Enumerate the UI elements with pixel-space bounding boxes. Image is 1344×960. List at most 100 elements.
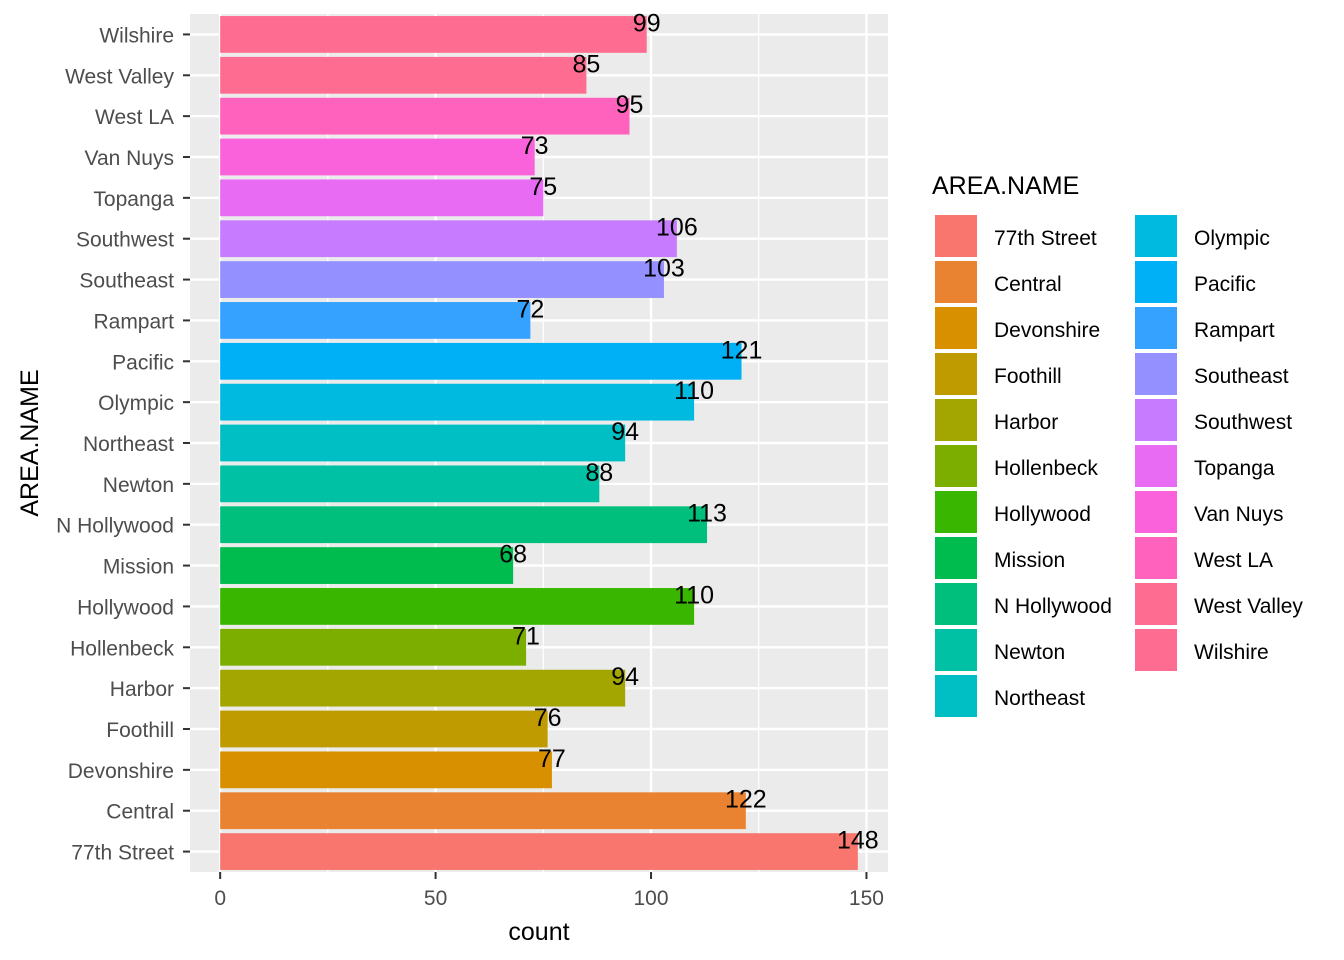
legend-item-label: Newton — [994, 641, 1065, 664]
bar — [220, 669, 626, 707]
bar-value-label: 75 — [529, 173, 557, 201]
legend-key-swatch — [1135, 583, 1177, 625]
y-tick-label: Newton — [103, 474, 174, 497]
bar-value-label: 95 — [616, 91, 644, 119]
bar-value-label: 103 — [643, 255, 685, 283]
legend-key-swatch — [935, 675, 977, 717]
y-tick-label: Van Nuys — [85, 147, 175, 170]
legend-key-swatch — [935, 353, 977, 395]
bar — [220, 751, 552, 789]
bar — [220, 56, 587, 94]
bar-value-labels: 1481227776947111068113889411012172103106… — [499, 9, 878, 854]
legend-key-swatch — [935, 629, 977, 671]
legend-item-label: Hollenbeck — [994, 457, 1098, 480]
legend-key-swatch — [935, 307, 977, 349]
legend-key-swatch — [935, 537, 977, 579]
legend-item-label: 77th Street — [994, 227, 1097, 250]
bar — [220, 261, 664, 298]
legend-item-label: Rampart — [1194, 319, 1275, 342]
legend-item-label: Van Nuys — [1194, 503, 1284, 526]
bar-value-label: 113 — [687, 500, 727, 528]
legend-key-swatch — [935, 261, 977, 303]
y-tick-label: Rampart — [93, 310, 174, 333]
legend: AREA.NAME 77th Street Central Devonshire Fo… — [932, 172, 1303, 717]
y-tick-label: Devonshire — [68, 760, 174, 783]
bar-value-label: 71 — [512, 622, 540, 650]
y-tick-label: Central — [106, 801, 174, 824]
bar — [220, 179, 544, 217]
bar — [220, 628, 527, 666]
legend-key-swatch — [1135, 261, 1177, 303]
y-tick-label: Harbor — [110, 678, 174, 701]
legend-item-label: West Valley — [1194, 595, 1303, 618]
bar-value-label: 77 — [538, 745, 566, 773]
bar — [220, 424, 626, 462]
y-tick-label: Foothill — [106, 719, 174, 742]
legend-item-label: Topanga — [1194, 457, 1275, 480]
legend-key-swatch — [1135, 353, 1177, 395]
legend-item-label: Wilshire — [1194, 641, 1269, 664]
y-tick-label: Olympic — [98, 392, 174, 415]
y-axis: 77th Street Central Devonshire Foothill Harb… — [56, 24, 190, 865]
bar — [220, 16, 647, 53]
bar-value-label: 122 — [725, 786, 767, 814]
bar — [220, 97, 630, 135]
bar-value-label: 72 — [516, 295, 544, 323]
bar-value-label: 85 — [572, 50, 600, 78]
y-axis-title: AREA.NAME — [16, 369, 44, 516]
legend-item-label: Pacific — [1194, 273, 1256, 296]
x-tick-label: 100 — [634, 887, 669, 910]
y-tick-label: Mission — [103, 556, 174, 579]
legend-item-label: Hollywood — [994, 503, 1091, 526]
bar — [220, 220, 677, 258]
y-tick-label: Northeast — [83, 433, 174, 456]
legend-item-label: Southwest — [1194, 411, 1292, 434]
x-axis: 0 50 100 150 — [214, 872, 884, 910]
legend-key-swatch — [1135, 215, 1177, 257]
x-axis-title: count — [508, 918, 569, 946]
x-tick-label: 150 — [849, 887, 884, 910]
legend-item-label: Olympic — [1194, 227, 1270, 250]
legend-item-label: Northeast — [994, 687, 1085, 710]
y-tick-label: West LA — [95, 106, 174, 129]
bar — [220, 792, 746, 830]
legend-key-swatch — [1135, 491, 1177, 533]
bar-value-label: 76 — [534, 704, 562, 732]
bar — [220, 588, 695, 625]
bar-value-label: 94 — [611, 663, 639, 691]
legend-key-swatch — [1135, 399, 1177, 441]
bar-value-label: 99 — [633, 9, 661, 37]
bar — [220, 710, 548, 748]
bar-value-label: 121 — [721, 336, 763, 364]
legend-item-label: West LA — [1194, 549, 1273, 572]
legend-key-swatch — [1135, 537, 1177, 579]
legend-key-swatch — [935, 491, 977, 533]
y-tick-label: Pacific — [112, 351, 174, 374]
x-tick-label: 0 — [214, 887, 226, 910]
bar — [220, 302, 531, 339]
y-tick-label: Southeast — [79, 270, 174, 293]
bar-value-label: 73 — [521, 132, 549, 160]
y-tick-label: Topanga — [93, 188, 174, 211]
bar-value-label: 68 — [499, 541, 527, 569]
y-tick-label: N Hollywood — [56, 515, 174, 538]
bar-value-label: 148 — [837, 827, 879, 855]
y-tick-label: Wilshire — [99, 24, 174, 47]
legend-item-label: Central — [994, 273, 1062, 296]
bar — [220, 138, 535, 176]
bar — [220, 547, 514, 584]
bar-value-label: 110 — [674, 581, 714, 609]
legend-key-swatch — [1135, 629, 1177, 671]
bar-value-label: 94 — [611, 418, 639, 446]
bar — [220, 383, 695, 421]
bar — [220, 833, 858, 870]
legend-key-swatch — [935, 583, 977, 625]
legend-key-swatch — [1135, 307, 1177, 349]
legend-title: AREA.NAME — [932, 172, 1079, 200]
legend-key-swatch — [935, 215, 977, 257]
legend-item-label: N Hollywood — [994, 595, 1112, 618]
y-tick-label: Hollenbeck — [70, 637, 174, 660]
y-tick-label: Hollywood — [77, 596, 174, 619]
bar-value-label: 106 — [656, 214, 698, 242]
